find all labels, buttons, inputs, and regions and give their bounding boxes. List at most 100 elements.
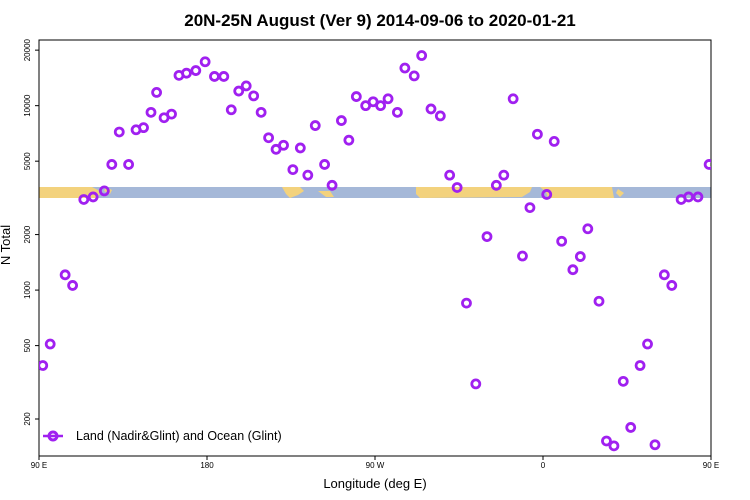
data-point bbox=[744, 108, 750, 116]
data-point bbox=[507, 93, 519, 105]
data-point bbox=[567, 264, 579, 276]
x-axis: 90 E 180 90 W 0 90 E bbox=[31, 456, 719, 470]
data-point bbox=[190, 65, 202, 76]
x-tick-label: 180 bbox=[200, 461, 214, 470]
data-point bbox=[326, 179, 338, 191]
data-point bbox=[617, 375, 629, 387]
data-point bbox=[350, 91, 362, 102]
plot-frame bbox=[38, 39, 712, 457]
data-point bbox=[78, 194, 90, 205]
data-point bbox=[729, 126, 737, 134]
data-point bbox=[692, 191, 704, 203]
data-point bbox=[634, 360, 646, 371]
data-point bbox=[375, 100, 387, 112]
y-axis: 200 500 1000 2000 5000 10000 20000 bbox=[23, 38, 39, 426]
data-point bbox=[44, 338, 56, 350]
data-point bbox=[248, 90, 260, 102]
data-point bbox=[391, 106, 403, 118]
y-tick-label: 20000 bbox=[23, 38, 32, 61]
data-point bbox=[287, 164, 299, 176]
data-point bbox=[145, 106, 157, 118]
data-point bbox=[481, 231, 493, 242]
data-point bbox=[123, 159, 135, 170]
data-point bbox=[574, 251, 586, 262]
y-tick-label: 5000 bbox=[23, 152, 32, 170]
data-point bbox=[67, 280, 78, 291]
data-point bbox=[382, 93, 394, 105]
data-point bbox=[343, 134, 355, 146]
data-point bbox=[181, 67, 192, 79]
ocean-band bbox=[39, 187, 711, 198]
data-point bbox=[608, 440, 620, 452]
data-point bbox=[233, 85, 245, 97]
data-point bbox=[451, 182, 463, 193]
data-point bbox=[106, 159, 118, 170]
landmass-mexico bbox=[282, 187, 304, 198]
y-tick-label: 2000 bbox=[23, 225, 32, 243]
y-tick-label: 500 bbox=[23, 338, 32, 352]
landmass-africa-arabia bbox=[416, 187, 532, 198]
landmass-caribbean bbox=[318, 191, 334, 197]
legend: Land (Nadir&Glint) and Ocean (Glint) bbox=[43, 429, 282, 443]
data-point bbox=[737, 124, 745, 132]
x-axis-title: Longitude (deg E) bbox=[323, 476, 426, 491]
y-tick-label: 1000 bbox=[23, 281, 32, 299]
data-point bbox=[498, 169, 510, 181]
data-point bbox=[593, 295, 605, 307]
data-point bbox=[625, 422, 637, 433]
data-point bbox=[713, 128, 721, 136]
land-ocean-strip bbox=[39, 187, 711, 198]
data-point bbox=[444, 169, 456, 181]
data-point bbox=[113, 126, 125, 138]
data-point bbox=[461, 297, 472, 309]
y-tick-label: 200 bbox=[23, 412, 32, 426]
data-point bbox=[302, 169, 314, 181]
data-point bbox=[541, 189, 553, 200]
data-points bbox=[39, 50, 750, 452]
landmass-india-china bbox=[540, 187, 614, 198]
chart-title: 20N-25N August (Ver 9) 2014-09-06 to 202… bbox=[184, 11, 576, 30]
data-point bbox=[199, 56, 211, 68]
data-point bbox=[408, 70, 420, 82]
data-point bbox=[39, 360, 49, 371]
data-point bbox=[335, 115, 347, 126]
data-point bbox=[399, 62, 411, 74]
landmass-islands-2 bbox=[616, 189, 624, 197]
data-point bbox=[416, 50, 428, 61]
x-tick-label: 0 bbox=[541, 461, 546, 470]
data-point bbox=[658, 269, 670, 281]
data-point bbox=[642, 338, 653, 350]
data-point bbox=[138, 122, 149, 134]
data-point bbox=[166, 108, 177, 120]
data-point bbox=[470, 378, 482, 390]
data-point bbox=[98, 185, 110, 197]
x-tick-label: 90 W bbox=[366, 461, 385, 470]
data-point bbox=[556, 235, 568, 247]
data-point bbox=[255, 106, 267, 118]
data-point bbox=[722, 160, 730, 168]
data-point bbox=[240, 80, 252, 92]
legend-label: Land (Nadir&Glint) and Ocean (Glint) bbox=[76, 429, 282, 443]
data-point bbox=[309, 120, 321, 131]
data-point bbox=[532, 128, 543, 140]
data-point bbox=[209, 71, 220, 82]
data-point bbox=[263, 132, 275, 144]
data-point bbox=[225, 104, 237, 116]
data-point bbox=[294, 142, 306, 154]
data-point bbox=[703, 159, 711, 170]
data-point bbox=[524, 202, 536, 214]
data-point bbox=[87, 191, 99, 203]
y-tick-label: 10000 bbox=[23, 94, 32, 117]
data-point bbox=[490, 179, 502, 191]
data-point bbox=[666, 280, 678, 291]
legend-marker bbox=[47, 430, 59, 442]
x-tick-label: 90 E bbox=[31, 461, 47, 470]
y-axis-title: N Total bbox=[0, 225, 13, 265]
data-point bbox=[601, 435, 612, 447]
data-point bbox=[548, 136, 560, 147]
data-point bbox=[649, 439, 661, 451]
data-point bbox=[425, 103, 437, 115]
data-point bbox=[582, 223, 594, 235]
data-point bbox=[517, 250, 528, 262]
